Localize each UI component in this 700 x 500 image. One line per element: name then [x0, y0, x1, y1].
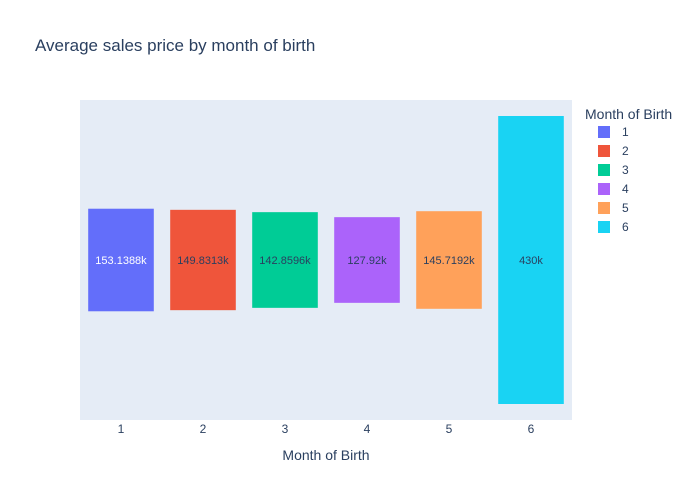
- legend-title: Month of Birth: [585, 106, 672, 122]
- x-tick-labels: 1 2 3 4 5 6: [118, 422, 535, 436]
- x-tick-label-6: 6: [528, 422, 535, 436]
- plot-area: [80, 100, 572, 420]
- bar-label-month-2: 149.8313k: [177, 255, 229, 267]
- x-tick-label-2: 2: [200, 422, 207, 436]
- legend-label-6[interactable]: 6: [622, 220, 629, 234]
- legend-swatch-3[interactable]: [598, 164, 610, 176]
- bar-labels-group: 153.1388k 149.8313k 142.8596k 127.92k 145.71…: [95, 255, 543, 267]
- bar-label-month-4: 127.92k: [347, 255, 387, 267]
- x-tick-label-4: 4: [364, 422, 371, 436]
- bar-month-2[interactable]: [170, 209, 236, 311]
- legend-label-5[interactable]: 5: [622, 201, 629, 215]
- chart-title: Average sales price by month of birth: [35, 36, 315, 55]
- legend-swatch-4[interactable]: [598, 183, 610, 195]
- legend-label-1[interactable]: 1: [622, 125, 629, 139]
- bar-label-month-1: 153.1388k: [95, 255, 147, 267]
- legend-swatch-2[interactable]: [598, 145, 610, 157]
- bar-month-5[interactable]: [416, 211, 482, 309]
- legend-label-4[interactable]: 4: [622, 182, 629, 196]
- x-tick-label-3: 3: [282, 422, 289, 436]
- bar-month-4[interactable]: [334, 217, 400, 303]
- legend-label-2[interactable]: 2: [622, 144, 629, 158]
- bar-month-3[interactable]: [252, 212, 318, 308]
- x-axis-title: Month of Birth: [282, 447, 369, 463]
- bar-label-month-5: 145.7192k: [423, 255, 475, 267]
- legend-label-3[interactable]: 3: [622, 163, 629, 177]
- legend: Month of Birth 1 2 3 4 5 6: [585, 106, 672, 234]
- x-tick-label-1: 1: [118, 422, 125, 436]
- legend-swatch-1[interactable]: [598, 126, 610, 138]
- x-tick-label-5: 5: [446, 422, 453, 436]
- legend-items: 1 2 3 4 5 6: [598, 125, 629, 234]
- bar-label-month-6: 430k: [519, 255, 543, 267]
- legend-swatch-6[interactable]: [598, 221, 610, 233]
- bars-group: [88, 116, 564, 404]
- bar-month-6[interactable]: [498, 116, 564, 404]
- bar-label-month-3: 142.8596k: [259, 255, 311, 267]
- bar-month-1[interactable]: [88, 208, 154, 312]
- legend-swatch-5[interactable]: [598, 202, 610, 214]
